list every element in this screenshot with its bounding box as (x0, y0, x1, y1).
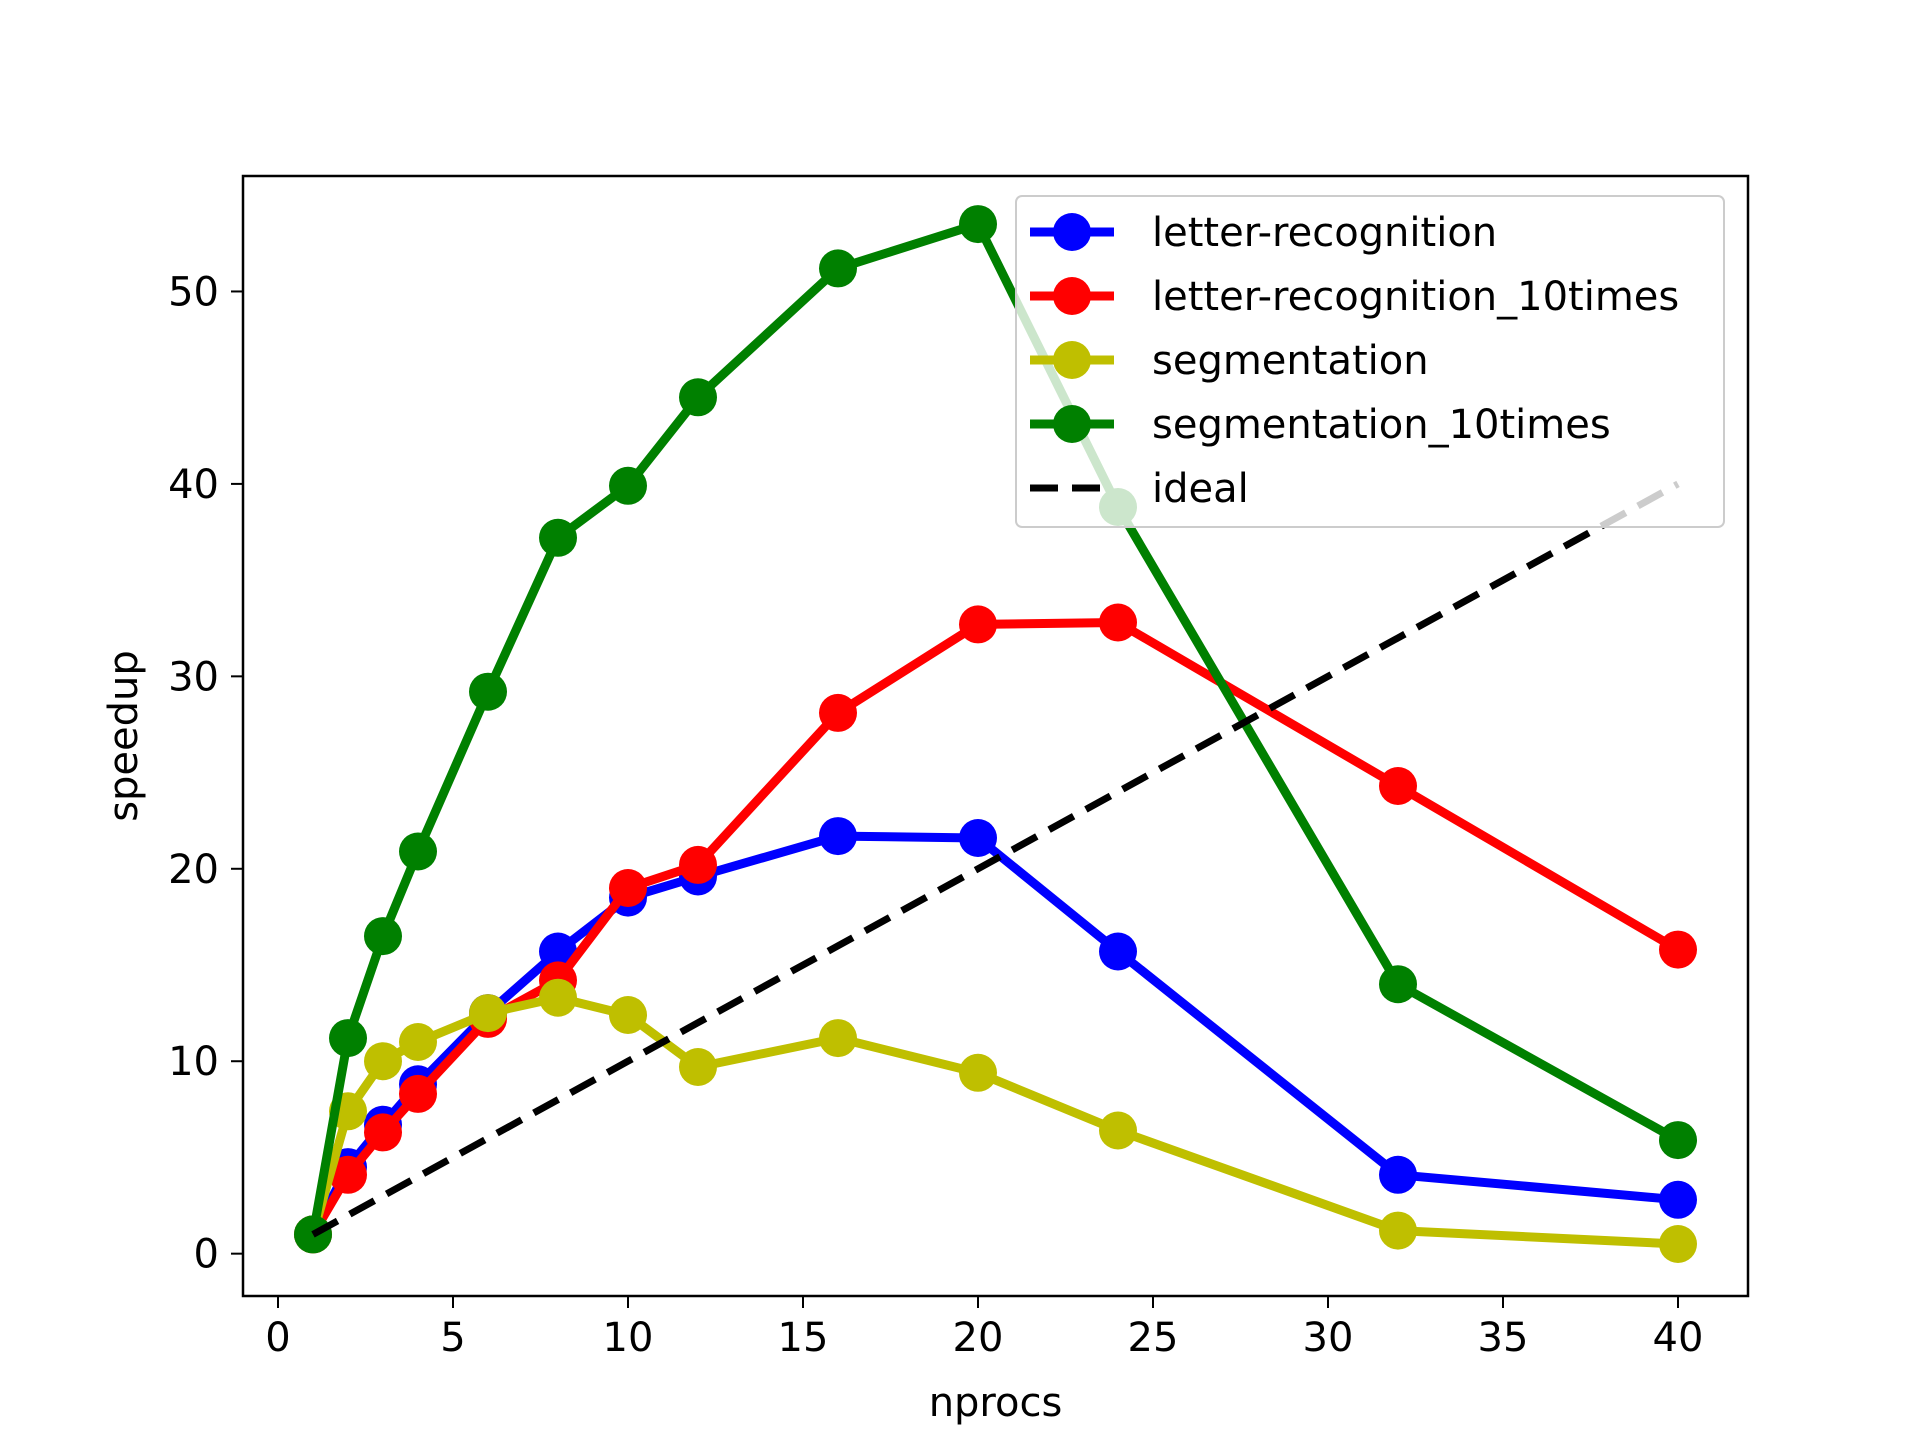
series-ideal (311, 480, 1680, 1238)
x-tick-label: 10 (603, 1315, 654, 1361)
data-point-segmentation (959, 1053, 997, 1092)
data-point-segmentation (679, 1048, 717, 1086)
x-tick-label: 35 (1478, 1315, 1529, 1361)
legend-label-segmentation_10times: segmentation_10times (1152, 402, 1611, 448)
x-tick-label: 0 (265, 1315, 290, 1361)
y-tick-label: 20 (168, 847, 219, 893)
data-point-letter-recognition (1659, 1180, 1697, 1219)
legend-item-segmentation_10times: segmentation_10times (1030, 402, 1611, 448)
y-axis-label: speedup (101, 650, 147, 822)
legend-label-letter-recognition: letter-recognition (1152, 210, 1497, 256)
legend-item-letter-recognition: letter-recognition (1030, 210, 1497, 256)
legend: letter-recognition letter-recognition_10t… (1015, 195, 1725, 528)
data-point-segmentation_10times (609, 466, 647, 505)
x-axis-ticks: 0 5 10 15 20 25 30 35 40 (265, 1296, 1703, 1361)
data-point-segmentation_10times (364, 917, 402, 956)
x-tick-label: 15 (778, 1315, 829, 1361)
series-line-ideal (311, 480, 1680, 1238)
data-point-segmentation (399, 1023, 437, 1061)
data-point-letter-recognition_10times (1379, 767, 1417, 805)
legend-marker-letter-recognition_10times (1053, 277, 1091, 315)
x-tick-label: 5 (440, 1315, 465, 1361)
legend-label-letter-recognition_10times: letter-recognition_10times (1152, 274, 1679, 320)
series-layer (294, 205, 1697, 1263)
legend-label-segmentation: segmentation (1152, 338, 1429, 384)
data-point-segmentation_10times (539, 518, 577, 557)
legend-marker-segmentation (1053, 341, 1091, 379)
legend-label-ideal: ideal (1152, 466, 1249, 512)
y-tick-label: 50 (168, 269, 219, 315)
data-point-letter-recognition_10times (364, 1113, 402, 1152)
data-point-letter-recognition_10times (1659, 930, 1697, 969)
data-point-letter-recognition (819, 817, 857, 856)
x-tick-label: 20 (953, 1315, 1004, 1361)
x-axis-label: nprocs (929, 1380, 1063, 1426)
data-point-letter-recognition_10times (1099, 603, 1137, 642)
data-point-segmentation (539, 978, 577, 1017)
legend-item-ideal: ideal (1030, 466, 1249, 512)
data-point-segmentation_10times (329, 1019, 367, 1058)
data-point-letter-recognition_10times (399, 1074, 437, 1113)
data-point-letter-recognition (959, 819, 997, 857)
y-tick-label: 30 (168, 654, 219, 700)
legend-box (1015, 195, 1725, 528)
data-point-segmentation (1379, 1211, 1417, 1250)
legend-item-segmentation: segmentation (1030, 338, 1429, 384)
data-point-segmentation_10times (469, 672, 507, 711)
data-point-segmentation (1659, 1225, 1697, 1263)
data-point-segmentation_10times (1379, 965, 1417, 1004)
x-tick-label: 30 (1303, 1315, 1354, 1361)
y-tick-label: 40 (168, 462, 219, 508)
data-point-letter-recognition_10times (679, 845, 717, 884)
y-tick-label: 10 (168, 1039, 219, 1085)
data-point-letter-recognition_10times (819, 693, 857, 732)
data-point-letter-recognition_10times (609, 869, 647, 907)
legend-marker-segmentation_10times (1053, 405, 1091, 443)
data-point-segmentation_10times (819, 249, 857, 288)
data-point-segmentation_10times (959, 205, 997, 244)
data-point-segmentation_10times (1659, 1121, 1697, 1160)
data-point-segmentation_10times (679, 378, 717, 417)
series-letter-recognition_10times (294, 603, 1697, 1254)
legend-item-letter-recognition_10times: letter-recognition_10times (1030, 274, 1679, 320)
data-point-segmentation (469, 994, 507, 1033)
data-point-letter-recognition (1099, 932, 1137, 971)
plot-frame (241, 174, 1750, 1298)
x-tick-label: 40 (1653, 1315, 1704, 1361)
data-point-segmentation_10times (399, 832, 437, 871)
data-point-segmentation (609, 996, 647, 1034)
x-tick-label: 25 (1128, 1315, 1179, 1361)
data-point-segmentation (819, 1019, 857, 1058)
data-point-segmentation (364, 1042, 402, 1081)
y-tick-label: 0 (194, 1232, 219, 1278)
data-point-segmentation (1099, 1111, 1137, 1150)
data-point-letter-recognition_10times (329, 1155, 367, 1194)
legend-marker-letter-recognition (1053, 213, 1091, 251)
data-point-letter-recognition_10times (959, 605, 997, 644)
y-axis-ticks: 0 10 20 30 40 50 (168, 269, 243, 1278)
data-point-letter-recognition (1379, 1155, 1417, 1194)
